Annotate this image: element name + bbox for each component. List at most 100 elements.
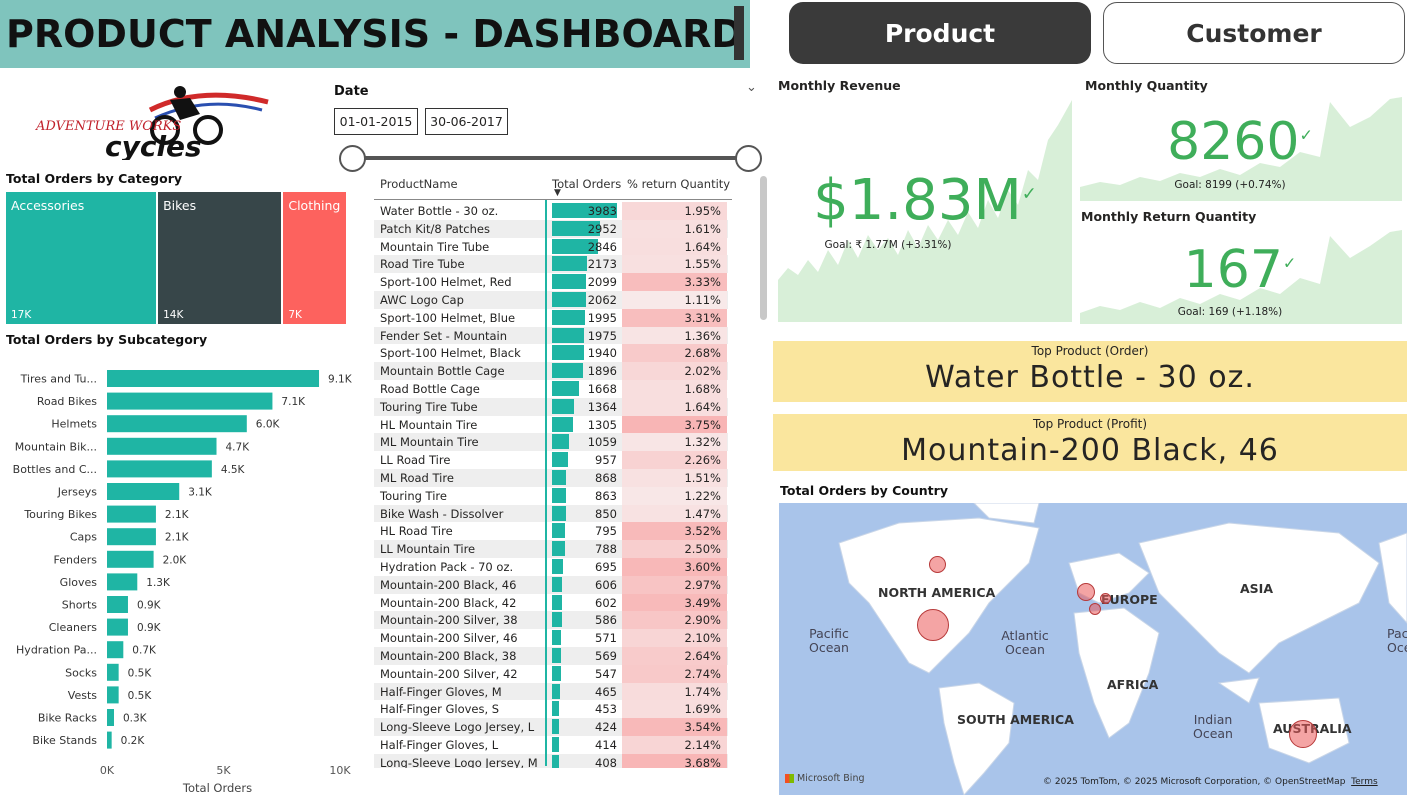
- title-accent-bar: [734, 6, 744, 60]
- orders-data-bar: [552, 434, 570, 450]
- table-row[interactable]: Water Bottle - 30 oz. 3983 1.95%: [374, 202, 728, 220]
- bar[interactable]: [107, 437, 217, 455]
- table-row[interactable]: Long-Sleeve Logo Jersey, L 424 3.54%: [374, 718, 728, 736]
- product-nav-button[interactable]: Product: [789, 2, 1091, 64]
- category-tile-value: 17K: [11, 309, 32, 321]
- country-bubble-australia[interactable]: [1289, 720, 1317, 748]
- bar[interactable]: [107, 686, 119, 704]
- table-row[interactable]: LL Road Tire 957 2.26%: [374, 451, 728, 469]
- chevron-down-icon[interactable]: ⌄: [746, 80, 757, 95]
- table-row[interactable]: Road Bottle Cage 1668 1.68%: [374, 380, 728, 398]
- table-row[interactable]: ML Mountain Tire 1059 1.32%: [374, 433, 728, 452]
- date-slider-end-handle[interactable]: [734, 145, 762, 172]
- country-bubble-france[interactable]: [1089, 603, 1101, 615]
- top-product-profit-label: Top Product (Profit): [1032, 417, 1148, 431]
- table-row[interactable]: HL Mountain Tire 1305 3.75%: [374, 415, 728, 434]
- cell-return-pct: 2.14%: [622, 736, 727, 754]
- table-row[interactable]: Mountain-200 Silver, 38 586 2.90%: [374, 611, 728, 630]
- table-row[interactable]: Mountain Tire Tube 2846 1.64%: [374, 237, 728, 256]
- orders-data-bar: [552, 701, 560, 717]
- end-date-input[interactable]: 30-06-2017: [425, 108, 508, 135]
- col-header-orders[interactable]: Total Orders: [552, 177, 622, 191]
- table-row[interactable]: Touring Tire Tube 1364 1.64%: [374, 397, 728, 416]
- bar[interactable]: [107, 573, 138, 591]
- bar[interactable]: [107, 731, 112, 749]
- bar[interactable]: [107, 505, 156, 523]
- bar[interactable]: [107, 415, 247, 433]
- table-row[interactable]: Mountain-200 Black, 42 602 3.49%: [374, 593, 728, 612]
- cell-return-pct: 1.47%: [622, 504, 727, 523]
- cell-product-name: Mountain-200 Silver, 38: [380, 613, 518, 628]
- table-row[interactable]: LL Mountain Tire 788 2.50%: [374, 540, 728, 558]
- table-row[interactable]: AWC Logo Cap 2062 1.11%: [374, 291, 728, 309]
- date-slider-start-handle[interactable]: [338, 145, 366, 172]
- orders-data-bar: [552, 238, 599, 254]
- bar[interactable]: [107, 528, 156, 546]
- category-tile-bikes[interactable]: Bikes 14K: [158, 192, 282, 324]
- table-row[interactable]: Fender Set - Mountain 1975 1.36%: [374, 326, 728, 345]
- category-tile-clothing[interactable]: Clothing 7K: [283, 192, 346, 324]
- table-row[interactable]: Hydration Pack - 70 oz. 695 3.60%: [374, 558, 728, 576]
- bar[interactable]: [107, 550, 154, 568]
- country-bubble-canada[interactable]: [929, 556, 946, 573]
- table-row[interactable]: HL Road Tire 795 3.52%: [374, 522, 728, 541]
- cell-product-name: Bike Wash - Dissolver: [380, 506, 504, 521]
- cell-product-name: HL Mountain Tire: [380, 417, 478, 432]
- bar[interactable]: [107, 460, 212, 478]
- table-row[interactable]: Mountain-200 Black, 38 569 2.64%: [374, 647, 728, 665]
- col-header-product[interactable]: ProductName: [380, 177, 458, 191]
- table-row[interactable]: Long-Sleeve Logo Jersey, M 408 3.68%: [374, 753, 728, 768]
- table-row[interactable]: Half-Finger Gloves, S 453 1.69%: [374, 700, 728, 719]
- country-orders-map[interactable]: NORTH AMERICA EUROPE ASIA AFRICA SOUTH A…: [779, 503, 1407, 795]
- cell-return-pct: 2.02%: [622, 362, 727, 380]
- table-row[interactable]: Bike Wash - Dissolver 850 1.47%: [374, 504, 728, 523]
- cell-total-orders: 571: [595, 631, 617, 646]
- map-attribution[interactable]: © 2025 TomTom, © 2025 Microsoft Corporat…: [1043, 777, 1378, 787]
- bar[interactable]: [107, 483, 180, 500]
- table-row[interactable]: Sport-100 Helmet, Black 1940 2.68%: [374, 344, 728, 363]
- bar[interactable]: [107, 709, 114, 726]
- table-row[interactable]: ML Road Tire 868 1.51%: [374, 469, 728, 487]
- data-label: 3.1K: [188, 487, 213, 499]
- bar[interactable]: [107, 641, 124, 659]
- data-label: 7.1K: [281, 396, 306, 408]
- category-chart-title: Total Orders by Category: [6, 171, 183, 186]
- table-row[interactable]: Patch Kit/8 Patches 2952 1.61%: [374, 219, 728, 238]
- table-row[interactable]: Touring Tire 863 1.22%: [374, 486, 728, 505]
- category-tile-value: 7K: [288, 309, 302, 321]
- country-bubble-uk[interactable]: [1077, 583, 1095, 601]
- col-header-return[interactable]: % return Quantity: [627, 177, 731, 191]
- table-scrollbar[interactable]: [760, 176, 767, 320]
- bar[interactable]: [107, 392, 273, 410]
- table-row[interactable]: Mountain-200 Black, 46 606 2.97%: [374, 575, 728, 594]
- table-row[interactable]: Sport-100 Helmet, Red 2099 3.33%: [374, 273, 728, 291]
- data-label: 6.0K: [256, 419, 281, 431]
- table-row[interactable]: Half-Finger Gloves, M 465 1.74%: [374, 682, 728, 701]
- cell-total-orders: 1059: [587, 435, 617, 450]
- date-slider-track[interactable]: [350, 156, 750, 160]
- bar[interactable]: [107, 663, 119, 681]
- cell-total-orders: 957: [595, 453, 617, 468]
- table-row[interactable]: Mountain-200 Silver, 42 547 2.74%: [374, 664, 728, 683]
- bar[interactable]: [107, 618, 128, 636]
- cell-return-pct: 2.74%: [622, 664, 727, 683]
- table-row[interactable]: Road Tire Tube 2173 1.55%: [374, 255, 728, 274]
- table-row[interactable]: Mountain-200 Silver, 46 571 2.10%: [374, 629, 728, 647]
- table-row[interactable]: Half-Finger Gloves, L 414 2.14%: [374, 736, 728, 754]
- bar[interactable]: [107, 370, 320, 387]
- cell-total-orders: 1940: [587, 346, 617, 361]
- continent-label: EUROPE: [1101, 592, 1158, 607]
- y-tick-label: Helmets: [51, 418, 97, 431]
- table-row[interactable]: Sport-100 Helmet, Blue 1995 3.31%: [374, 308, 728, 327]
- cell-product-name: Fender Set - Mountain: [380, 328, 508, 343]
- start-date-input[interactable]: 01-01-2015: [334, 108, 418, 135]
- country-bubble-germany[interactable]: [1100, 593, 1111, 604]
- orders-data-bar: [552, 487, 567, 503]
- cell-product-name: AWC Logo Cap: [380, 293, 464, 307]
- country-bubble-usa[interactable]: [917, 609, 949, 641]
- date-slicer-label: Date: [334, 84, 369, 99]
- customer-nav-button[interactable]: Customer: [1103, 2, 1405, 64]
- table-row[interactable]: Mountain Bottle Cage 1896 2.02%: [374, 362, 728, 380]
- bar[interactable]: [107, 596, 128, 613]
- category-tile-accessories[interactable]: Accessories 17K: [6, 192, 157, 324]
